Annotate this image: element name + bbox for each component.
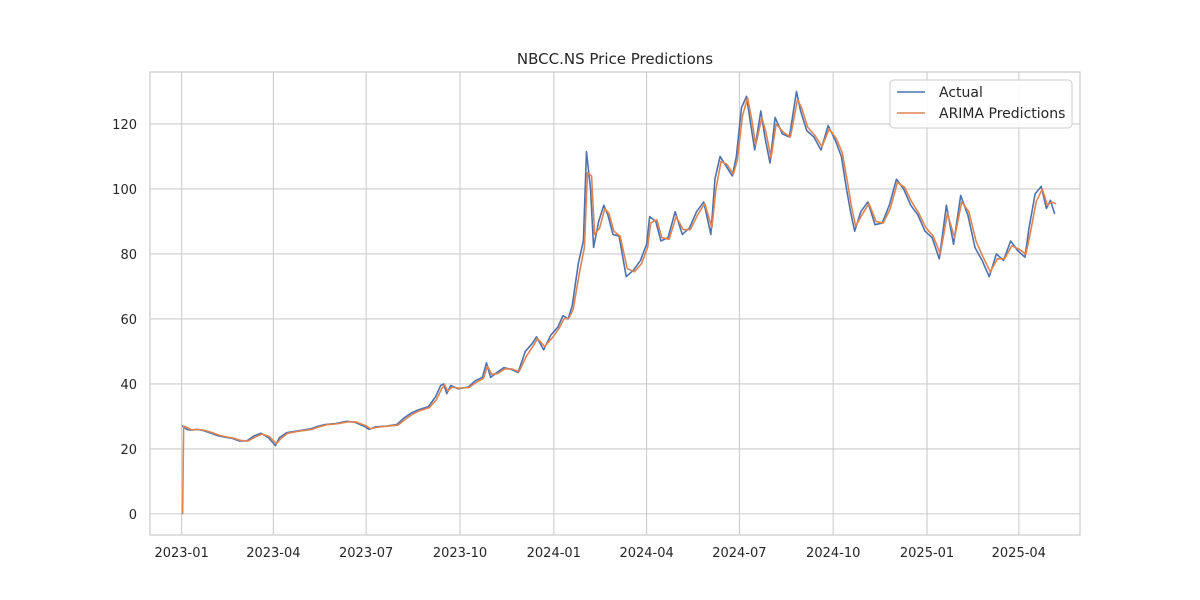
- x-tick-label-2023-04: 2023-04: [246, 546, 300, 561]
- legend: Actual ARIMA Predictions: [889, 79, 1073, 129]
- x-tick-label-2024-10: 2024-10: [806, 546, 860, 561]
- plot-frame: [149, 71, 1081, 536]
- series-line-arima-predictions: [181, 97, 1057, 515]
- chart-title: NBCC.NS Price Predictions: [517, 50, 713, 68]
- series-lines: [181, 90, 1057, 515]
- x-tick-labels: 2023-01 2023-04 2023-07 2023-10 2024-01 2024-…: [154, 546, 1046, 561]
- y-tick-label-100: 100: [112, 183, 137, 198]
- x-tick-label-2025-04: 2025-04: [992, 546, 1046, 561]
- y-tick-label-60: 60: [120, 313, 137, 328]
- y-tick-labels: 0 20 40 60 80 100 120: [112, 118, 137, 523]
- legend-label-actual: Actual: [939, 85, 983, 101]
- x-tick-label-2024-07: 2024-07: [712, 546, 766, 561]
- x-tick-label-2024-01: 2024-01: [527, 546, 581, 561]
- x-tick-label-2025-01: 2025-01: [900, 546, 954, 561]
- y-tick-label-120: 120: [112, 118, 137, 133]
- grid-lines: [150, 72, 1080, 535]
- y-tick-label-20: 20: [120, 443, 137, 458]
- y-tick-label-0: 0: [129, 508, 137, 523]
- x-tick-label-2023-10: 2023-10: [433, 546, 487, 561]
- x-tick-label-2024-04: 2024-04: [619, 546, 673, 561]
- y-tick-label-40: 40: [120, 378, 137, 393]
- x-tick-label-2023-01: 2023-01: [154, 546, 208, 561]
- x-tick-label-2023-07: 2023-07: [339, 546, 393, 561]
- legend-box: [889, 79, 1073, 129]
- legend-label-arima-predictions: ARIMA Predictions: [939, 106, 1065, 122]
- y-tick-label-80: 80: [120, 248, 137, 263]
